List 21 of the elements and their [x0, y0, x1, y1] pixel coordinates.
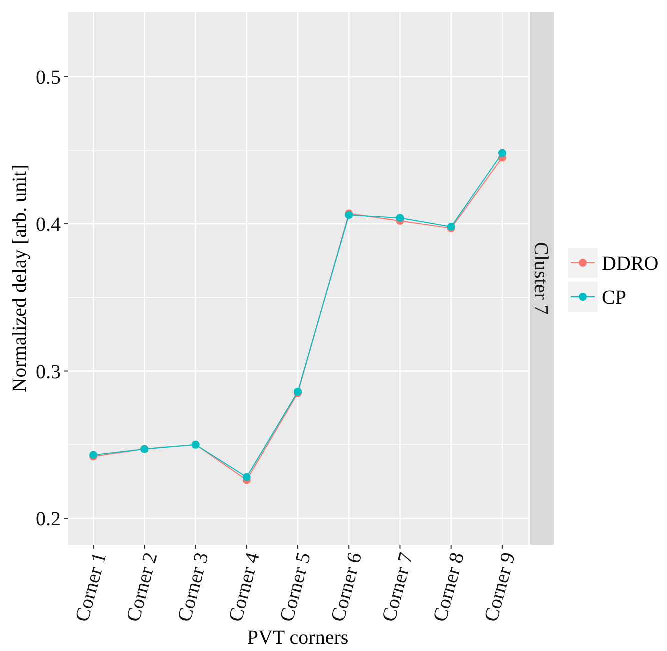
x-tick-label: Corner 7 [378, 550, 418, 624]
y-tick-label: 0.5 [36, 66, 61, 89]
x-tick-label: Corner 9 [480, 550, 520, 624]
x-tick-label: Corner 2 [122, 550, 162, 624]
x-axis-title: PVT corners [247, 627, 349, 649]
y-tick-label: 0.2 [36, 508, 61, 530]
y-tick-label: 0.3 [36, 361, 61, 384]
text: Cluster 7 [530, 242, 552, 315]
y-axis-title: Normalized delay [arb. unit] [9, 164, 31, 392]
x-tick-label: Corner 1 [72, 550, 112, 624]
x-tick-label: Corner 5 [276, 550, 316, 624]
x-tick-label: Corner 6 [327, 550, 367, 624]
x-tick-label: Corner 8 [429, 550, 469, 624]
legend-label: CP [602, 287, 626, 309]
x-tick-label: Corner 4 [224, 550, 264, 624]
legend-label: DDRO [602, 253, 659, 275]
x-tick-label: Corner 3 [174, 550, 214, 624]
point [396, 214, 404, 222]
point [242, 473, 251, 482]
point [498, 149, 506, 158]
y-tick-label: 0.4 [36, 214, 61, 236]
